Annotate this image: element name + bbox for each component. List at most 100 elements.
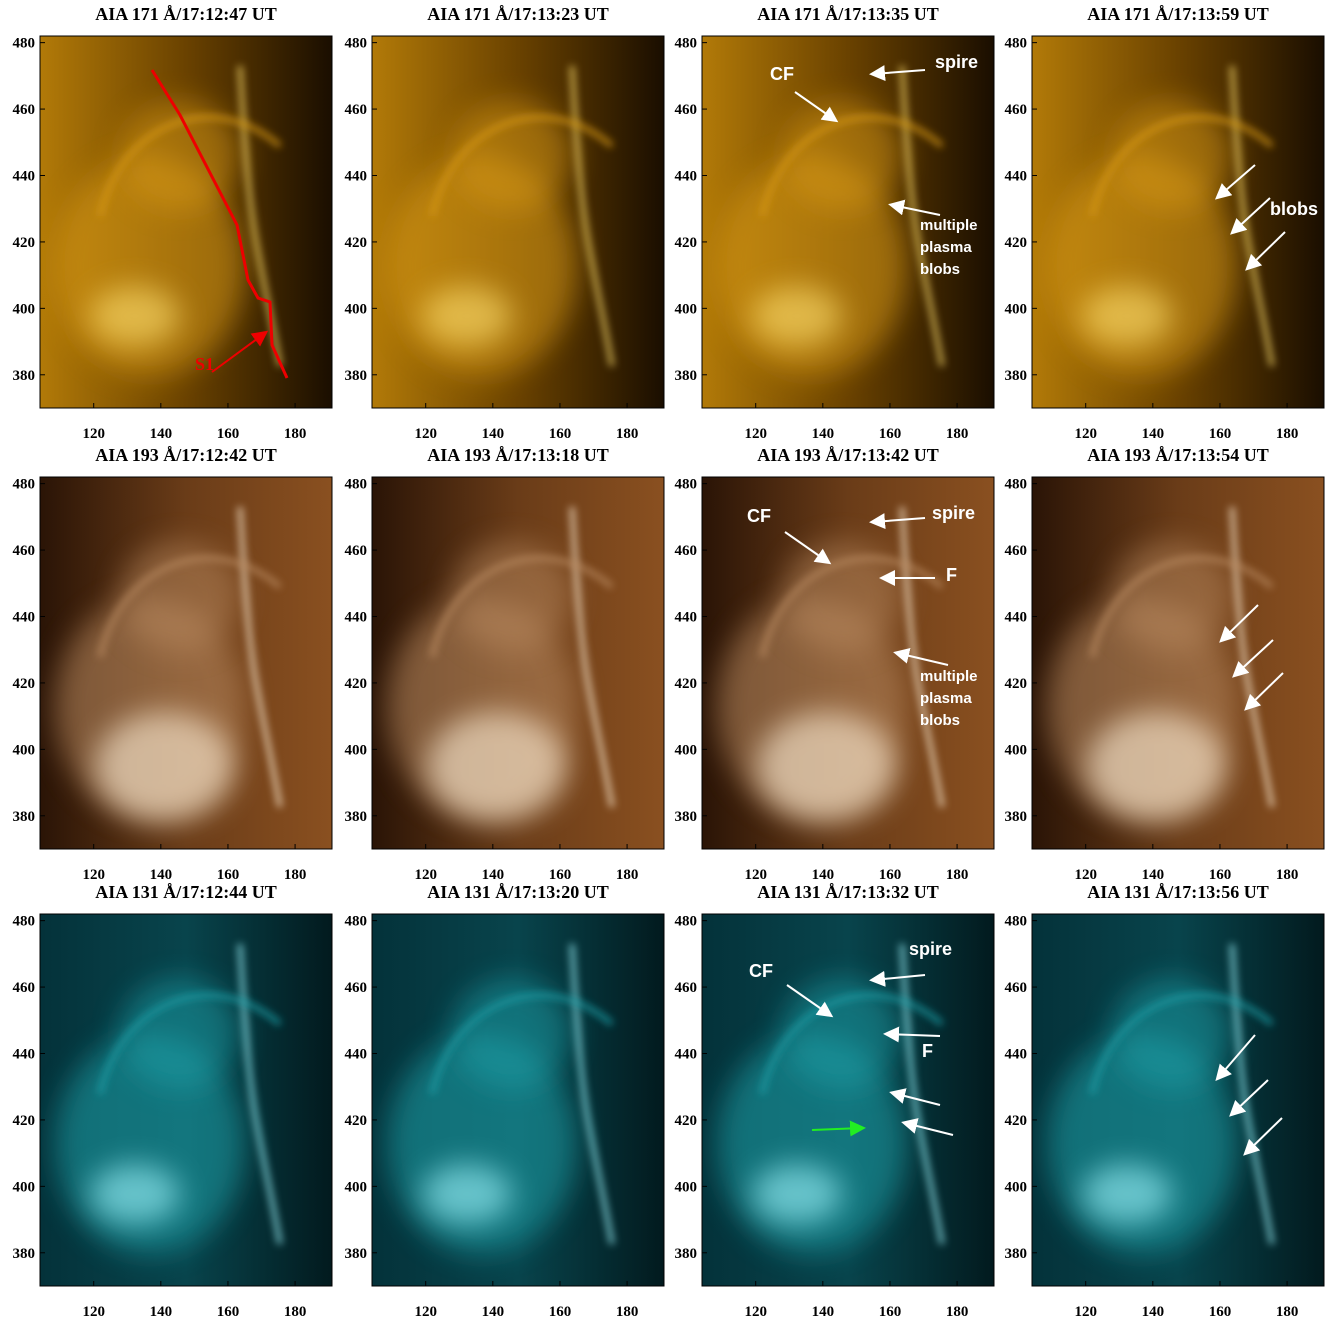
y-tick-label: 400 [345, 301, 368, 317]
y-tick-label: 480 [345, 914, 368, 930]
core-glow [752, 286, 842, 346]
jet-strand [237, 943, 283, 1245]
annotation-label: spire [935, 52, 978, 72]
loop-glow [120, 542, 240, 652]
x-tick-label: 120 [82, 867, 105, 883]
y-tick-label: 400 [675, 1179, 698, 1195]
x-tick-label: 160 [217, 867, 240, 883]
image-frame [1031, 476, 1325, 850]
annotation-label: multiple [920, 217, 978, 234]
image-frame [371, 913, 665, 1287]
panel-title: AIA 171 Å/17:12:47 UT [95, 4, 277, 24]
annotation-label: plasma [920, 239, 972, 256]
arrow [889, 1088, 941, 1106]
loop-arc [1089, 555, 1274, 658]
y-tick-label: 460 [1005, 980, 1028, 996]
annotation-label: CF [749, 961, 773, 981]
loop-arc [97, 992, 282, 1095]
x-tick-label: 160 [549, 867, 572, 883]
arrow [784, 531, 832, 565]
loop-glow [452, 101, 572, 211]
arrow [1244, 672, 1284, 711]
y-tick-label: 400 [675, 742, 698, 758]
y-tick-label: 440 [13, 1047, 36, 1063]
y-tick-label: 400 [13, 301, 36, 317]
loop-glow [120, 979, 240, 1089]
y-tick-label: 380 [1005, 1246, 1028, 1262]
core-glow [95, 712, 235, 822]
annotation-label: F [922, 1041, 933, 1061]
annotations: CF spire multiple plasma blobs [770, 52, 978, 278]
annotation-label: spire [932, 503, 975, 523]
arrow [1229, 1079, 1269, 1117]
loop-arc [759, 114, 944, 217]
annotation-label: blobs [920, 712, 960, 729]
arrow [869, 970, 926, 987]
y-tick-label: 480 [345, 36, 368, 52]
x-tick-label: 140 [150, 426, 173, 442]
core-glow [752, 1164, 842, 1224]
x-tick-label: 180 [616, 426, 639, 442]
x-tick-label: 120 [82, 426, 105, 442]
y-tick-label: 380 [13, 368, 36, 384]
x-tick-label: 140 [482, 867, 505, 883]
y-tick-label: 380 [675, 809, 698, 825]
y-tick-label: 460 [345, 102, 368, 118]
core-glow [757, 712, 897, 822]
image-frame [371, 35, 665, 409]
panel-title: AIA 131 Å/17:12:44 UT [95, 882, 277, 902]
y-tick-label: 400 [1005, 742, 1028, 758]
y-tick-label: 480 [675, 477, 698, 493]
image-frame [1031, 35, 1325, 409]
annotation-label: blobs [1270, 199, 1318, 219]
x-tick-label: 160 [549, 1304, 572, 1320]
y-tick-label: 380 [675, 368, 698, 384]
y-tick-label: 400 [1005, 301, 1028, 317]
x-tick-label: 160 [879, 426, 902, 442]
arrow [1243, 1117, 1283, 1156]
arrow [1245, 231, 1286, 271]
image-panel [40, 914, 332, 1286]
x-tick-label: 140 [1142, 867, 1165, 883]
y-tick-label: 440 [675, 1047, 698, 1063]
y-tick-label: 400 [13, 742, 36, 758]
image-panel [702, 36, 994, 408]
jet-strand [237, 506, 283, 808]
y-tick-label: 480 [675, 914, 698, 930]
y-tick-label: 380 [675, 1246, 698, 1262]
core-glow [1082, 286, 1172, 346]
x-tick-label: 140 [812, 867, 835, 883]
arrow [888, 199, 941, 216]
jet-strand [569, 506, 615, 808]
x-tick-label: 140 [150, 1304, 173, 1320]
arrow [794, 91, 839, 123]
arrow [1214, 164, 1256, 200]
x-tick-label: 120 [414, 426, 437, 442]
y-tick-label: 400 [1005, 1179, 1028, 1195]
x-tick-label: 180 [1276, 867, 1299, 883]
x-tick-label: 120 [1074, 426, 1097, 442]
image-panel [372, 914, 664, 1286]
arrow [211, 330, 269, 373]
annotations: CF spire F [749, 939, 954, 1137]
x-tick-label: 160 [879, 1304, 902, 1320]
core-glow [1082, 1164, 1172, 1224]
y-tick-label: 400 [13, 1179, 36, 1195]
arrow [1219, 604, 1259, 643]
y-tick-label: 480 [13, 36, 36, 52]
image-panel [40, 36, 332, 408]
y-tick-label: 440 [1005, 1047, 1028, 1063]
y-tick-label: 440 [675, 169, 698, 185]
panel-title: AIA 131 Å/17:13:20 UT [427, 882, 609, 902]
y-tick-label: 380 [13, 1246, 36, 1262]
y-tick-label: 420 [13, 676, 36, 692]
image-frame [39, 35, 333, 409]
y-tick-label: 460 [675, 102, 698, 118]
loop-glow [782, 542, 902, 652]
arrow [893, 647, 949, 666]
y-tick-label: 380 [345, 1246, 368, 1262]
jet-strand [569, 65, 615, 367]
arrow [1215, 1034, 1256, 1082]
y-tick-label: 400 [345, 742, 368, 758]
